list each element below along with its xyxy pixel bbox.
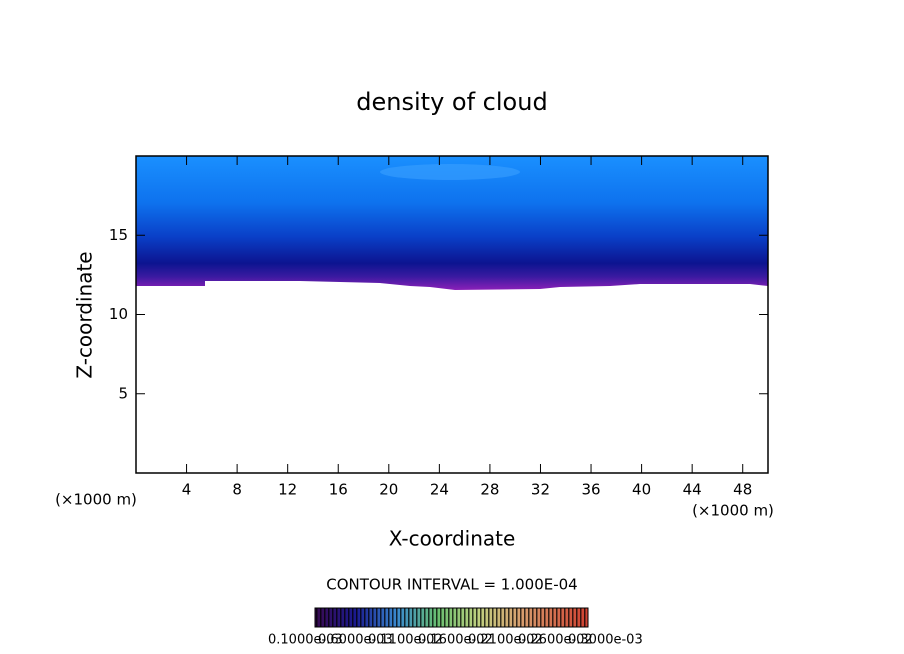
colorbar-label: 0.1100e-02 [368, 633, 443, 648]
y-tick-label: 15 [109, 226, 128, 244]
chart-title: density of cloud [356, 88, 547, 116]
x-axis-label: X-coordinate [389, 527, 516, 551]
contour-interval: CONTOUR INTERVAL = 1.000E-04 [326, 576, 577, 594]
x-tick-label: 44 [683, 481, 702, 499]
x-tick-label: 28 [480, 481, 499, 499]
x-tick-label: 36 [581, 481, 600, 499]
colorbar-label: 0.3000e-03 [568, 633, 643, 648]
x-tick-label: 16 [329, 481, 348, 499]
x-tick-label: 20 [379, 481, 398, 499]
colorbar-label: 0.1000e-03 [268, 633, 343, 648]
x-tick-label: 8 [232, 481, 242, 499]
x-tick-label: 12 [278, 481, 297, 499]
y-unit-label: (×1000 m) [55, 491, 137, 509]
cloud-highlight [380, 164, 520, 180]
x-unit-label: (×1000 m) [692, 502, 774, 520]
y-axis-label: Z-coordinate [73, 251, 97, 378]
x-tick-label: 48 [733, 481, 752, 499]
colorbar-label: 0.1600e-02 [418, 633, 493, 648]
x-tick-label: 4 [182, 481, 192, 499]
y-tick-label: 10 [109, 305, 128, 323]
colorbar-lines [314, 607, 589, 628]
colorbar-label: 0.6000e-03 [318, 633, 393, 648]
y-tick-label: 5 [118, 384, 128, 402]
colorbar-label: 0.2100e-02 [468, 633, 543, 648]
x-tick-label: 40 [632, 481, 651, 499]
x-tick-label: 32 [531, 481, 550, 499]
x-tick-label: 24 [430, 481, 449, 499]
colorbar-label: 0.2600e-02 [518, 633, 593, 648]
cloud-field [136, 156, 768, 290]
